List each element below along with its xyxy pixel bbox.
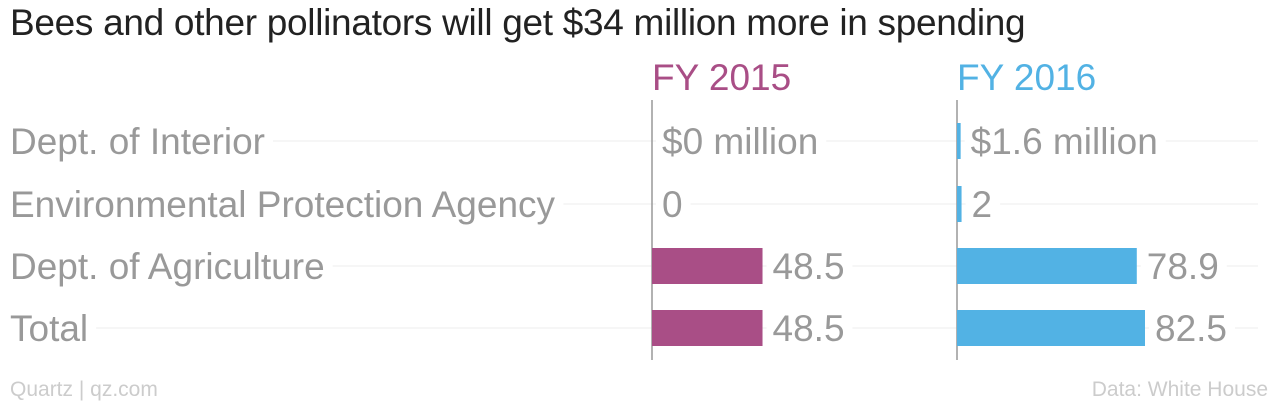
series-header-fy-2015: FY 2015 bbox=[652, 57, 791, 98]
value-label-fy-2016-dept-of-agriculture: 78.9 bbox=[1147, 246, 1219, 287]
value-label-bg bbox=[1140, 246, 1227, 287]
value-label-fy-2015-total: 48.5 bbox=[773, 308, 845, 349]
source-label: Quartz | qz.com bbox=[10, 378, 158, 401]
value-label-bg bbox=[965, 184, 1001, 225]
category-label-environmental-protection-agency: Environmental Protection Agency bbox=[10, 184, 556, 225]
value-label-fy-2016-environmental-protection-agency: 2 bbox=[972, 184, 993, 225]
bar-fy-2016-environmental-protection-agency bbox=[957, 186, 962, 222]
category-label-dept-of-interior: Dept. of Interior bbox=[10, 121, 265, 162]
value-label-bg bbox=[964, 121, 1166, 162]
value-label-fy-2015-dept-of-interior: $0 million bbox=[662, 121, 818, 162]
bar-fy-2015-dept-of-agriculture bbox=[652, 248, 763, 284]
value-label-bg bbox=[656, 184, 691, 225]
value-label-fy-2016-dept-of-interior: $1.6 million bbox=[971, 121, 1158, 162]
value-label-bg bbox=[766, 246, 853, 287]
value-label-bg bbox=[656, 121, 827, 162]
series-header-fy-2016: FY 2016 bbox=[957, 57, 1096, 98]
chart-title: Bees and other pollinators will get $34 … bbox=[10, 2, 1026, 43]
category-label-dept-of-agriculture: Dept. of Agriculture bbox=[10, 246, 325, 287]
category-label-bg bbox=[6, 184, 564, 225]
value-label-bg bbox=[1149, 308, 1236, 349]
bar-fy-2016-dept-of-agriculture bbox=[957, 248, 1137, 284]
category-label-total: Total bbox=[10, 308, 88, 349]
category-label-bg bbox=[6, 246, 333, 287]
value-label-fy-2015-environmental-protection-agency: 0 bbox=[662, 184, 683, 225]
bar-fy-2016-dept-of-interior bbox=[957, 123, 961, 159]
category-label-bg bbox=[6, 308, 97, 349]
bar-fy-2015-total bbox=[652, 310, 763, 346]
value-label-fy-2015-dept-of-agriculture: 48.5 bbox=[773, 246, 845, 287]
credit-label: Data: White House bbox=[1091, 378, 1268, 401]
value-label-fy-2016-total: 82.5 bbox=[1155, 308, 1227, 349]
value-label-bg bbox=[766, 308, 853, 349]
category-label-bg bbox=[6, 121, 274, 162]
bar-fy-2016-total bbox=[957, 310, 1145, 346]
